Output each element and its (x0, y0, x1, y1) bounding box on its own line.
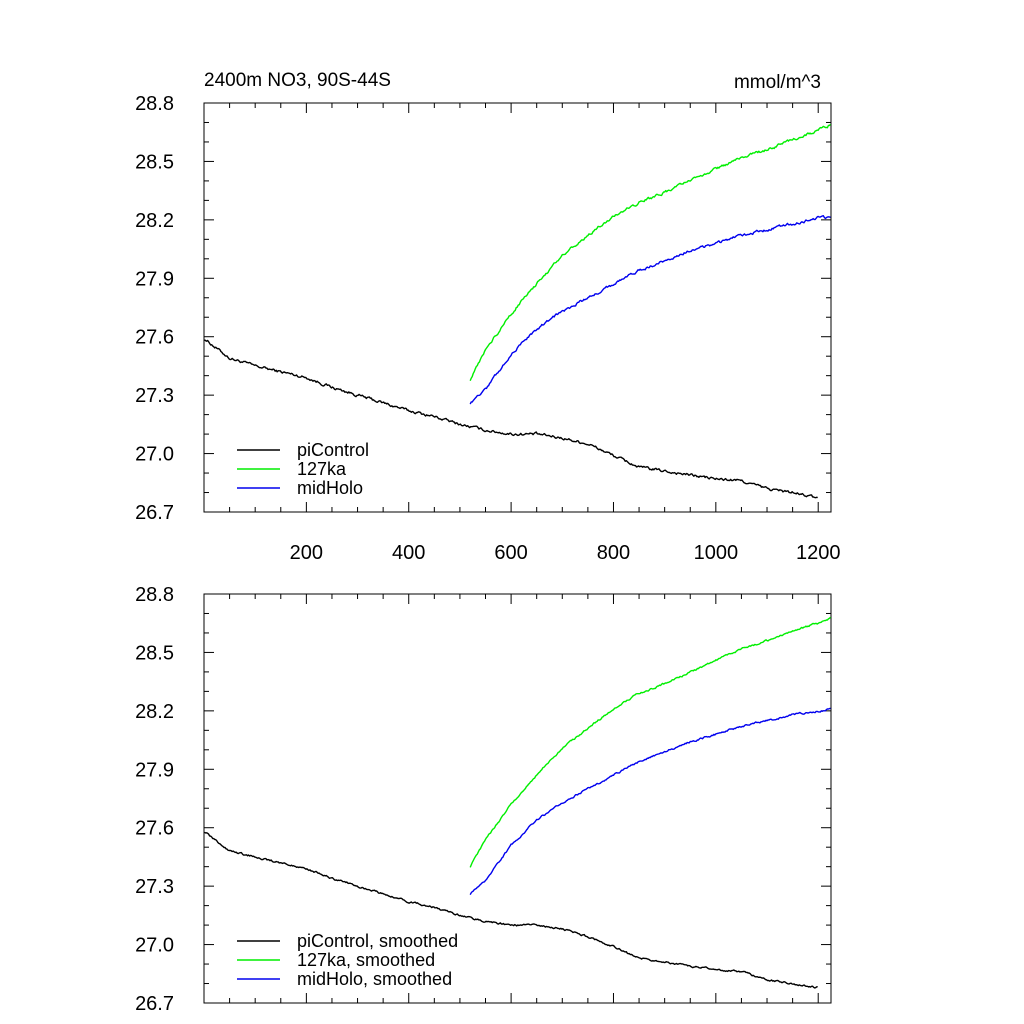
y-tick-label: 27.0 (135, 444, 174, 466)
y-tick-label: 27.3 (135, 876, 174, 898)
series-line-picontrol (204, 339, 818, 499)
y-tick-label: 26.7 (135, 993, 174, 1015)
x-tick-label: 400 (392, 542, 425, 564)
chart-panel-2: 28.8 28.5 28.2 27.9 27.6 27.3 27.0 26.7 piContro… (135, 584, 832, 1015)
y-tick-label: 26.7 (135, 502, 174, 524)
legend-label: piControl (297, 440, 369, 460)
y-tick-label: 28.2 (135, 701, 174, 723)
chart-units: mmol/m^3 (734, 72, 821, 93)
y-tick-label: 27.0 (135, 935, 174, 957)
y-tick-label: 28.8 (135, 93, 174, 115)
y-tick-label: 27.9 (135, 268, 174, 290)
y-tick-label: 28.2 (135, 210, 174, 232)
legend-label: midHolo, smoothed (297, 969, 452, 989)
chart-title: 2400m NO3, 90S-44S (204, 70, 391, 91)
y-tick-label: 27.6 (135, 818, 174, 840)
x-tick-label: 600 (494, 542, 527, 564)
plot-frame (203, 593, 832, 1004)
legend-label: midHolo (297, 478, 363, 498)
series-line-midholo (469, 215, 831, 405)
x-tick-label: 1200 (796, 542, 841, 564)
series-line-127ka (469, 123, 831, 381)
y-tick-label: 27.9 (135, 759, 174, 781)
plot-frame (203, 102, 832, 513)
legend-label: piControl, smoothed (297, 931, 458, 951)
y-tick-label: 28.5 (135, 642, 174, 664)
y-tick-label: 28.8 (135, 584, 174, 606)
x-tick-label: 200 (290, 542, 323, 564)
y-tick-label: 27.6 (135, 327, 174, 349)
series-line-midholo (469, 707, 831, 896)
y-tick-label: 27.3 (135, 385, 174, 407)
x-tick-label: 800 (597, 542, 630, 564)
y-tick-label: 28.5 (135, 151, 174, 173)
legend-label: 127ka (297, 459, 347, 479)
series-line-picontrol (204, 831, 818, 989)
chart-panel-1: 28.8 28.5 28.2 27.9 27.6 27.3 27.0 26.7 200 400 60… (135, 70, 840, 564)
legend-label: 127ka, smoothed (297, 950, 435, 970)
x-tick-label: 1000 (694, 542, 739, 564)
series-line-127ka (469, 616, 832, 868)
